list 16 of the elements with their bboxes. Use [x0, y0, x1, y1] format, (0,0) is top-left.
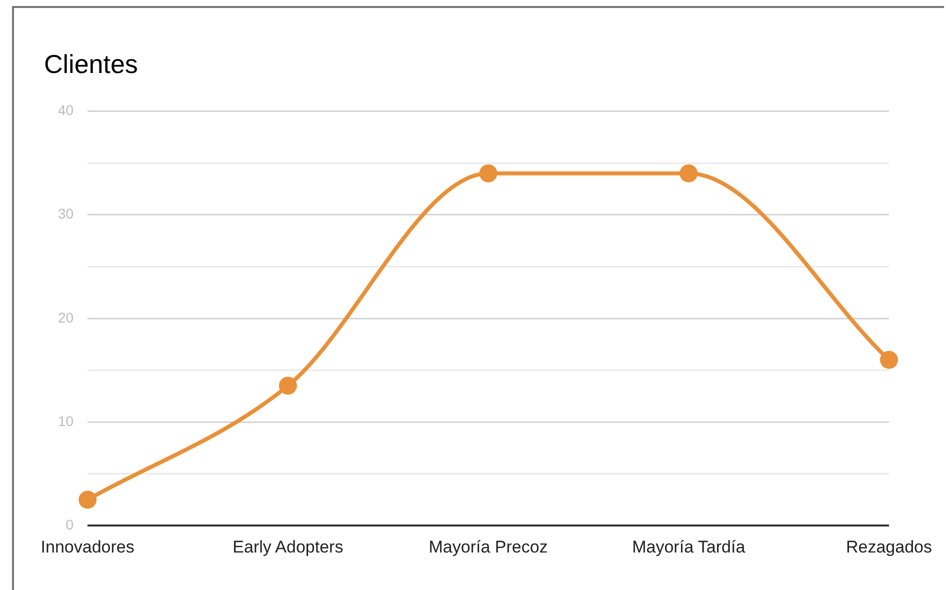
point: [680, 164, 698, 182]
x-tick-label: Mayoría Precoz: [428, 537, 548, 556]
x-tick-label: Innovadores: [40, 537, 134, 556]
point: [78, 490, 97, 509]
point: [479, 164, 498, 182]
x-tick-label: Early Adopters: [232, 537, 344, 556]
x-tick-label: Mayoría Tardía: [632, 537, 746, 556]
y-tick-label: 30: [58, 206, 74, 222]
point: [278, 376, 297, 395]
y-tick-label: 20: [58, 309, 74, 326]
y-tick-label: 10: [58, 412, 74, 429]
chart-title: Clientes: [44, 48, 138, 79]
x-tick-label: Rezagados: [846, 537, 932, 556]
point: [880, 350, 898, 369]
y-tick-label: 0: [66, 516, 74, 532]
y-tick-label: 40: [58, 102, 74, 118]
